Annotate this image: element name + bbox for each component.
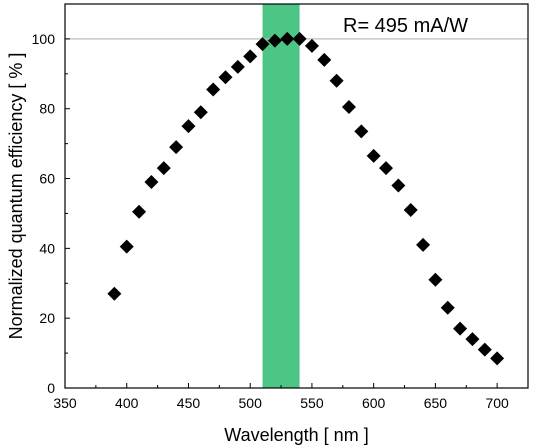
x-tick-label: 500 — [239, 395, 263, 411]
data-point — [156, 161, 171, 176]
data-point — [206, 82, 221, 97]
data-point — [169, 140, 184, 155]
data-point — [267, 33, 282, 48]
data-point — [243, 49, 258, 64]
data-point — [453, 321, 468, 336]
y-tick-label: 20 — [39, 310, 55, 326]
data-point — [132, 204, 147, 219]
data-point — [292, 31, 307, 46]
y-tick-label: 100 — [32, 31, 56, 47]
axis-ticks — [64, 38, 498, 389]
responsivity-annotation: R= 495 mA/W — [343, 15, 468, 37]
data-point — [366, 148, 381, 163]
x-tick-label: 600 — [362, 395, 386, 411]
x-tick-label: 400 — [115, 395, 139, 411]
y-tick-label: 40 — [39, 240, 55, 256]
plot-frame — [64, 3, 529, 389]
y-tick-label: 80 — [39, 101, 55, 117]
data-point — [416, 237, 431, 252]
data-point — [465, 332, 480, 347]
highlight-band — [262, 4, 300, 388]
data-point — [181, 119, 196, 134]
data-points-layer — [107, 31, 505, 366]
data-point — [304, 38, 319, 53]
y-tick-label: 60 — [39, 171, 55, 187]
x-tick-label: 550 — [300, 395, 324, 411]
data-point — [107, 286, 122, 301]
data-point — [403, 202, 418, 217]
data-point — [329, 73, 344, 88]
data-point — [341, 99, 356, 114]
data-point — [379, 161, 394, 176]
data-point — [230, 59, 245, 74]
tick-labels: 350 400 450 500 550 600 650 700 0 20 40 60 80 100 — [32, 31, 509, 411]
data-point — [255, 37, 270, 52]
data-point — [428, 272, 443, 287]
y-tick-label: 0 — [47, 380, 55, 396]
x-tick-label: 700 — [485, 395, 509, 411]
x-axis-title: Wavelength [ nm ] — [224, 425, 368, 445]
data-point — [440, 300, 455, 315]
data-point — [144, 175, 159, 190]
highlight-band-layer — [262, 4, 300, 388]
data-point — [391, 178, 406, 193]
x-tick-label: 350 — [53, 395, 77, 411]
x-tick-label: 650 — [424, 395, 448, 411]
x-tick-label: 450 — [177, 395, 201, 411]
data-point — [280, 31, 295, 46]
data-point — [490, 351, 505, 366]
data-point — [317, 52, 332, 67]
data-point — [354, 124, 369, 139]
y-axis-title: Normalized quantum efficiency [ % ] — [6, 53, 26, 340]
data-point — [119, 239, 134, 254]
data-point — [477, 342, 492, 357]
data-point — [218, 70, 233, 85]
data-point — [193, 105, 208, 120]
